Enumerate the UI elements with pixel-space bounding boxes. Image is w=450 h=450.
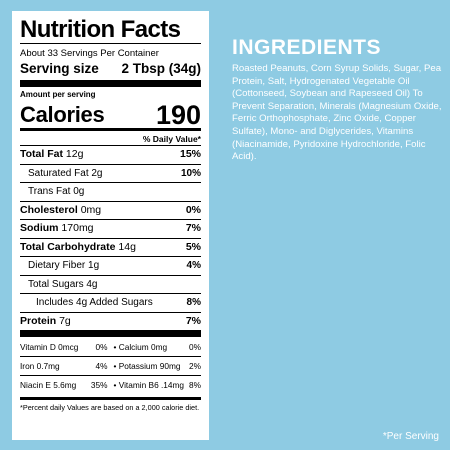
calories-row: Calories 190 xyxy=(20,100,201,130)
micronutrient-label: • Potassium 90mg xyxy=(113,361,181,371)
nutrient-row-total-sugars: Total Sugars 4g xyxy=(20,274,201,294)
ingredients-text: Roasted Peanuts, Corn Syrup Solids, Suga… xyxy=(232,63,442,163)
nutrient-row-trans-fat: Trans Fat 0g xyxy=(20,182,201,201)
nutrient-label: Protein xyxy=(20,314,57,327)
ingredients-title: INGREDIENTS xyxy=(232,36,382,59)
nutrient-label: Total Sugars xyxy=(28,278,84,290)
nutrient-label: Dietary Fiber xyxy=(28,260,86,272)
nutrient-amount: 12g xyxy=(65,148,84,161)
micronutrient-label: • Calcium 0mg xyxy=(113,341,168,352)
nutrient-label: Cholesterol xyxy=(20,203,78,216)
nutrient-dv: 4% xyxy=(186,260,201,272)
nutrition-facts-title: Nutrition Facts xyxy=(20,16,181,43)
nutrient-dv: 5% xyxy=(185,240,201,253)
nutrient-row-added-sugars: Includes 4g Added Sugars 8% xyxy=(20,293,201,312)
nutrient-amount: 14g xyxy=(118,240,136,253)
nutrient-label: Saturated Fat xyxy=(28,167,89,179)
nutrient-dv: 7% xyxy=(185,314,201,327)
divider xyxy=(20,43,201,44)
nutrition-facts-panel: Nutrition Facts About 33 Servings Per Co… xyxy=(12,11,209,440)
footnote: *Percent daily Values are based on a 2,0… xyxy=(20,397,201,413)
nutrient-amount: 2g xyxy=(91,167,103,179)
micronutrient-dv: 0% xyxy=(95,341,108,352)
nutrient-row-cholesterol: Cholesterol 0mg 0% xyxy=(20,200,201,220)
nutrient-amount: 1g xyxy=(88,260,100,272)
nutrient-row-saturated-fat: Saturated Fat 2g 10% xyxy=(20,163,201,183)
ingredients-section: INGREDIENTS Roasted Peanuts, Corn Syrup … xyxy=(232,36,444,164)
nutrient-label: Sodium xyxy=(20,222,59,235)
nutrient-label: Total Fat xyxy=(20,148,63,161)
micronutrient-row: Iron 0.7mg 4% • Potassium 90mg 2% xyxy=(20,356,201,375)
serving-size-label: Serving size xyxy=(20,61,99,76)
nutrient-row-total-carbohydrate: Total Carbohydrate 14g 5% xyxy=(20,237,201,257)
micronutrient-dv: 0% xyxy=(189,341,201,352)
nutrient-amount: 0g xyxy=(73,186,85,198)
nutrient-amount: 4g xyxy=(86,278,98,290)
serving-size-value: 2 Tbsp (34g) xyxy=(121,61,201,76)
nutrient-dv: 7% xyxy=(185,222,201,235)
micronutrient-label: Vitamin D 0mcg xyxy=(20,341,79,352)
micronutrient-row: Niacin E 5.6mg 35% • Vitamin B6 .14mg 8% xyxy=(20,375,201,394)
nutrient-label: Trans Fat xyxy=(28,186,71,198)
divider-thick xyxy=(20,330,201,337)
nutrient-row-protein: Protein 7g 7% xyxy=(20,311,201,331)
nutrient-dv: 0% xyxy=(185,203,201,216)
nutrient-row-total-fat: Total Fat 12g 15% xyxy=(20,145,201,164)
amount-per-serving: Amount per serving xyxy=(20,90,96,99)
nutrient-dv: 8% xyxy=(186,297,201,309)
nutrient-dv: 10% xyxy=(180,167,201,179)
nutrient-amount: 0mg xyxy=(80,203,102,216)
daily-value-header: % Daily Value* xyxy=(142,134,201,144)
micronutrient-dv: 35% xyxy=(90,380,108,390)
micronutrient-label: Niacin E 5.6mg xyxy=(20,380,77,390)
nutrient-amount: 7g xyxy=(59,314,71,327)
per-serving-note: *Per Serving xyxy=(382,431,439,442)
micronutrient-row: Vitamin D 0mcg 0% • Calcium 0mg 0% xyxy=(20,337,201,356)
micronutrient-dv: 2% xyxy=(189,361,201,371)
micronutrient-label: • Vitamin B6 .14mg xyxy=(113,380,185,390)
calories-value: 190 xyxy=(155,100,201,130)
micronutrient-label: Iron 0.7mg xyxy=(20,361,60,371)
nutrient-amount: 170mg xyxy=(61,222,94,235)
micronutrient-dv: 8% xyxy=(189,380,201,390)
nutrient-dv: 15% xyxy=(179,148,201,161)
nutrient-row-sodium: Sodium 170mg 7% xyxy=(20,219,201,238)
serving-size-row: Serving size 2 Tbsp (34g) xyxy=(20,60,201,78)
divider-thick xyxy=(20,80,201,87)
micronutrient-dv: 4% xyxy=(95,361,108,371)
nutrient-label: Total Carbohydrate xyxy=(20,240,116,253)
nutrient-row-dietary-fiber: Dietary Fiber 1g 4% xyxy=(20,256,201,275)
calories-label: Calories xyxy=(20,102,105,127)
nutrient-label: Includes 4g Added Sugars xyxy=(36,297,153,309)
servings-per-container: About 33 Servings Per Container xyxy=(20,48,159,59)
divider-medium xyxy=(20,128,201,131)
